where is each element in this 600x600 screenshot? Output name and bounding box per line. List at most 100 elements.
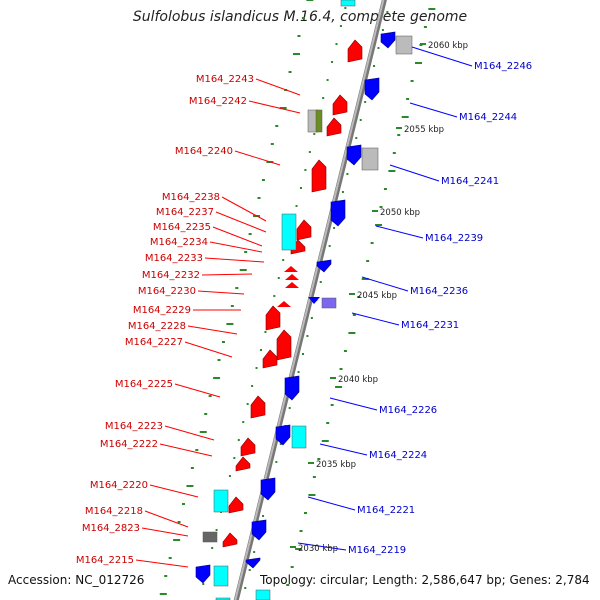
label-connector	[141, 527, 189, 537]
gene-label: M164_2246	[474, 61, 532, 72]
gene-label: M164_2219	[348, 545, 406, 556]
misc-feature	[315, 109, 323, 133]
genome-backbone	[233, 0, 387, 600]
forward-gene	[311, 159, 327, 193]
kbp-label: 2040 kbp	[338, 375, 378, 385]
rna-feature	[213, 489, 229, 513]
label-connector	[307, 496, 356, 511]
label-connector	[164, 425, 215, 441]
forward-gene	[332, 94, 348, 116]
kbp-label: 2050 kbp	[380, 208, 420, 218]
rna-feature	[213, 565, 229, 587]
label-connector	[174, 383, 221, 398]
reverse-gene	[245, 557, 261, 569]
reverse-gene	[380, 31, 396, 49]
reverse-gene	[316, 259, 332, 273]
label-connector	[221, 196, 267, 222]
label-connector	[351, 312, 400, 326]
gene-label: M164_2230	[138, 286, 196, 297]
reverse-gene	[275, 424, 291, 446]
kbp-label: 2045 kbp	[357, 291, 397, 301]
summary-text: Topology: circular; Length: 2,586,647 bp…	[260, 573, 590, 587]
label-connector	[144, 510, 189, 528]
reverse-gene	[330, 199, 346, 227]
gene-labels: M164_2243 M164_2242 M164_2240 M164_2238 M164…	[76, 41, 532, 566]
gene-label: M164_2227	[125, 337, 183, 348]
label-connector	[409, 102, 458, 118]
label-connector	[204, 257, 265, 263]
label-connector	[255, 78, 301, 96]
reverse-gene	[251, 519, 267, 541]
label-connector	[215, 211, 267, 233]
forward-gene	[262, 349, 278, 369]
reverse-gene	[284, 375, 300, 401]
pseudo-gene	[361, 147, 379, 171]
gene-label: M164_2223	[105, 421, 163, 432]
label-connector	[389, 164, 440, 182]
label-connector	[184, 341, 233, 358]
label-connector	[411, 46, 473, 67]
pseudo-gene	[395, 35, 413, 55]
label-connector	[329, 397, 378, 411]
forward-gene	[222, 532, 238, 548]
rna-feature	[281, 213, 297, 251]
gene-label: M164_2232	[142, 270, 200, 281]
backbone-highlight	[234, 0, 385, 600]
label-connector	[159, 443, 213, 457]
label-connector	[149, 484, 199, 498]
label-connector	[234, 150, 281, 166]
forward-gene	[326, 117, 342, 137]
kbp-label: 2055 kbp	[404, 125, 444, 135]
label-connector	[375, 225, 424, 239]
misc-feature	[202, 531, 218, 543]
gene-label: M164_2235	[153, 222, 211, 233]
gene-label: M164_2239	[425, 233, 483, 244]
rna-feature	[255, 589, 271, 600]
forward-gene	[276, 329, 292, 361]
forward-gene	[240, 437, 256, 457]
gene-label: M164_2244	[459, 112, 517, 123]
label-connector	[187, 325, 238, 335]
forward-gene	[285, 282, 299, 288]
gene-label: M164_2241	[441, 176, 499, 187]
label-connector	[201, 273, 253, 276]
rna-feature	[340, 0, 356, 7]
label-connector	[319, 443, 368, 456]
gene-label: M164_2233	[145, 253, 203, 264]
reverse-gene	[260, 477, 276, 501]
gene-label: M164_2234	[150, 237, 208, 248]
reverse-gene	[346, 144, 362, 166]
kbp-label: 2035 kbp	[316, 460, 356, 470]
forward-gene	[265, 305, 281, 331]
gene-label: M164_2237	[156, 207, 214, 218]
gene-label: M164_2224	[369, 450, 427, 461]
rna-feature	[291, 425, 307, 449]
gene-label: M164_2240	[175, 146, 233, 157]
gene-label: M164_2228	[128, 321, 186, 332]
gene-label: M164_2231	[401, 320, 459, 331]
forward-gene	[284, 266, 298, 272]
kbp-label: 2030 kbp	[298, 544, 338, 554]
label-connector	[212, 226, 263, 247]
misc-feature	[321, 297, 337, 309]
forward-gene	[285, 274, 299, 280]
gene-label: M164_2222	[100, 439, 158, 450]
gene-label: M164_2236	[410, 286, 468, 297]
gene-label: M164_2243	[196, 74, 254, 85]
gene-label: M164_2242	[189, 96, 247, 107]
gene-label: M164_2218	[85, 506, 143, 517]
label-connectors	[135, 43, 473, 568]
forward-gene	[228, 496, 244, 514]
accession-text: Accession: NC_012726	[8, 573, 145, 587]
gene-label: M164_2238	[162, 192, 220, 203]
gene-label: M164_2220	[90, 480, 148, 491]
forward-gene	[250, 395, 266, 419]
forward-gene	[235, 456, 251, 472]
gene-label: M164_2823	[82, 523, 140, 534]
gene-label: M164_2225	[115, 379, 173, 390]
rna-feature	[215, 597, 231, 600]
gene-label: M164_2215	[76, 555, 134, 566]
label-connector	[209, 241, 263, 253]
forward-gene	[277, 301, 291, 307]
